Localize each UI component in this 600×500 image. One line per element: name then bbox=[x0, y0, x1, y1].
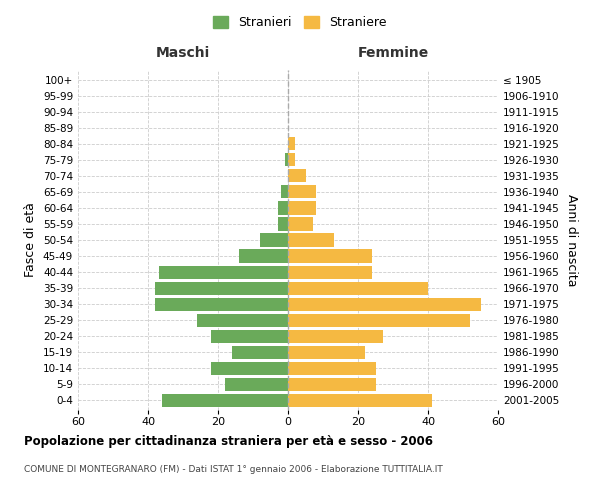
Bar bbox=[155, 282, 288, 294]
Bar bbox=[239, 250, 288, 262]
Bar bbox=[288, 298, 481, 310]
Text: Maschi: Maschi bbox=[156, 46, 210, 60]
Bar bbox=[158, 266, 288, 278]
Bar bbox=[288, 137, 295, 150]
Y-axis label: Fasce di età: Fasce di età bbox=[25, 202, 37, 278]
Text: Femmine: Femmine bbox=[358, 46, 428, 60]
Bar bbox=[288, 218, 313, 230]
Legend: Stranieri, Straniere: Stranieri, Straniere bbox=[208, 11, 392, 34]
Bar bbox=[197, 314, 288, 327]
Text: Popolazione per cittadinanza straniera per età e sesso - 2006: Popolazione per cittadinanza straniera p… bbox=[24, 435, 433, 448]
Bar bbox=[281, 186, 288, 198]
Bar bbox=[277, 218, 288, 230]
Bar bbox=[288, 170, 305, 182]
Bar bbox=[288, 394, 431, 407]
Bar bbox=[225, 378, 288, 391]
Bar bbox=[260, 234, 288, 246]
Bar bbox=[288, 266, 372, 278]
Bar bbox=[288, 282, 428, 294]
Text: COMUNE DI MONTEGRANARO (FM) - Dati ISTAT 1° gennaio 2006 - Elaborazione TUTTITAL: COMUNE DI MONTEGRANARO (FM) - Dati ISTAT… bbox=[24, 465, 443, 474]
Bar bbox=[155, 298, 288, 310]
Bar bbox=[288, 202, 316, 214]
Bar bbox=[288, 186, 316, 198]
Bar bbox=[232, 346, 288, 359]
Bar bbox=[288, 330, 383, 343]
Bar bbox=[211, 330, 288, 343]
Bar bbox=[288, 250, 372, 262]
Bar bbox=[162, 394, 288, 407]
Bar bbox=[288, 362, 376, 375]
Bar bbox=[288, 153, 295, 166]
Bar bbox=[277, 202, 288, 214]
Bar bbox=[211, 362, 288, 375]
Bar bbox=[288, 346, 365, 359]
Y-axis label: Anni di nascita: Anni di nascita bbox=[565, 194, 578, 286]
Bar bbox=[288, 314, 470, 327]
Bar bbox=[288, 234, 334, 246]
Bar bbox=[284, 153, 288, 166]
Bar bbox=[288, 378, 376, 391]
